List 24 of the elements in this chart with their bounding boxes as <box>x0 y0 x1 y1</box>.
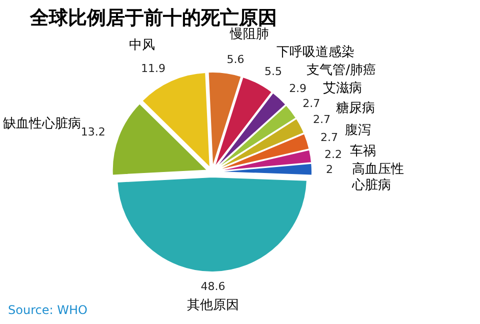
slice-label: 中风 <box>128 38 155 54</box>
chart-title: 全球比例居于前十的死亡原因 <box>29 7 277 29</box>
slice-label: 高血压性心脏病 <box>350 160 404 193</box>
slice-label: 糖尿病 <box>336 101 375 116</box>
slice-label: 下呼吸道感染 <box>276 45 354 60</box>
slice-label: 车祸 <box>350 144 376 159</box>
data-label: 11.9 <box>141 62 166 75</box>
slice-label: 支气管/肺癌 <box>306 63 376 78</box>
slice-label: 艾滋病 <box>323 81 362 96</box>
data-label: 5.5 <box>264 64 282 78</box>
data-label: 13.2 <box>80 126 106 139</box>
data-label: 2.7 <box>320 130 338 144</box>
slice-label: 慢阻肺 <box>229 27 270 42</box>
slice-label: 其他原因 <box>187 298 240 313</box>
data-label: 2.2 <box>324 148 342 161</box>
source-note: Source: WHO <box>8 303 88 317</box>
slice-label: 腹泻 <box>345 122 372 138</box>
data-label: 2.7 <box>312 113 330 126</box>
data-label: 2.7 <box>302 96 320 110</box>
data-label: 2 <box>326 162 333 176</box>
data-label: 5.6 <box>226 52 244 66</box>
data-label: 48.6 <box>200 280 226 293</box>
slice-label: 缺血性心脏病 <box>3 115 82 132</box>
data-label: 2.9 <box>289 82 307 96</box>
